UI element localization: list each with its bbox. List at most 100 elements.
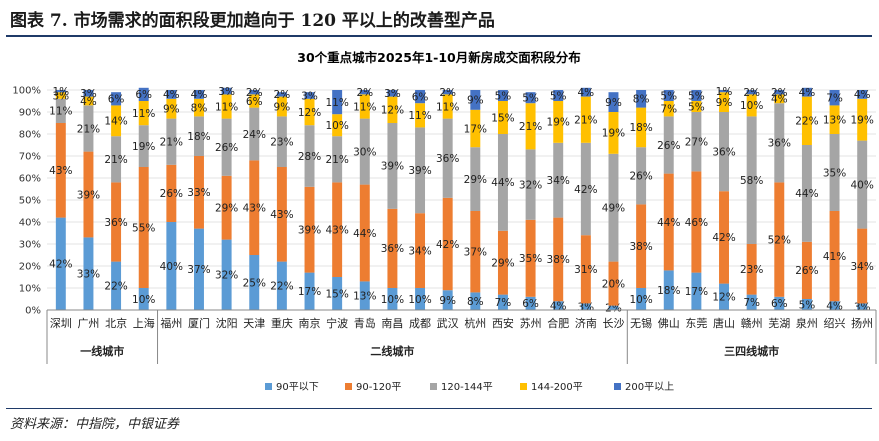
bar-segment — [691, 90, 702, 101]
data-label: 46% — [685, 217, 708, 229]
data-label: 26% — [629, 171, 652, 183]
data-label: 6% — [108, 94, 125, 106]
bar-segment — [719, 283, 729, 310]
bar-segment — [359, 184, 370, 282]
bar-segment — [415, 213, 426, 288]
bar-segment — [194, 156, 204, 229]
bar-segment — [166, 98, 177, 119]
data-label: 22% — [270, 281, 293, 293]
bar-segment — [857, 140, 868, 229]
data-label: 43% — [270, 209, 293, 221]
data-label: 58% — [740, 175, 763, 187]
bar-segment — [276, 116, 287, 167]
data-label: 11% — [132, 108, 155, 120]
legend-swatch — [265, 383, 272, 390]
y-tick-label: 60% — [19, 174, 41, 185]
bar-segment — [304, 98, 315, 126]
data-label: 4% — [163, 89, 180, 101]
y-tick-label: 20% — [19, 262, 41, 273]
data-label: 36% — [381, 243, 404, 255]
x-tick-label: 沈阳 — [216, 316, 238, 330]
data-label: 22% — [795, 116, 818, 128]
data-label: 26% — [215, 142, 238, 154]
bar-segment — [276, 167, 287, 262]
bar-segment — [55, 217, 66, 310]
x-tick-label: 武汉 — [437, 317, 459, 330]
y-tick-label: 100% — [12, 86, 41, 97]
data-label: 19% — [547, 117, 570, 129]
data-label: 35% — [519, 253, 542, 265]
bar-segment — [304, 125, 315, 187]
data-label: 29% — [464, 174, 487, 186]
bar-segment — [553, 90, 564, 101]
data-label: 37% — [187, 264, 210, 276]
data-label: 21% — [519, 121, 542, 133]
bar-segment — [332, 114, 343, 137]
bar-segment — [276, 261, 287, 310]
data-label: 33% — [77, 269, 100, 281]
bar-segment — [801, 299, 812, 310]
data-label: 43% — [243, 203, 266, 215]
chart-title: 30个重点城市2025年1-10月新房成交面积段分布 — [297, 50, 581, 65]
data-label: 9% — [605, 97, 622, 109]
data-label: 15% — [325, 288, 348, 300]
bar-segment — [470, 211, 481, 293]
data-label: 49% — [602, 203, 625, 215]
x-tick-label: 南京 — [299, 316, 321, 330]
bar-segment — [746, 90, 757, 95]
data-label: 21% — [574, 115, 597, 127]
data-label: 6% — [522, 298, 539, 310]
data-label: 13% — [353, 291, 376, 303]
data-label: 35% — [823, 167, 846, 179]
bar-segment — [304, 92, 315, 99]
bar-segment — [580, 303, 591, 310]
data-label: 5% — [660, 90, 677, 102]
bar-segment — [497, 230, 508, 295]
data-label: 32% — [519, 179, 542, 191]
bar-segment — [829, 211, 840, 302]
bar-segment — [415, 127, 426, 214]
bar-segment — [470, 109, 481, 148]
bar-segment — [746, 294, 757, 310]
bar-segment — [442, 290, 453, 310]
data-label: 21% — [160, 137, 183, 149]
data-label: 31% — [574, 264, 597, 276]
bar-segment — [746, 94, 757, 117]
data-label: 3% — [52, 90, 69, 102]
data-label: 17% — [464, 123, 487, 135]
x-tick-label: 合肥 — [547, 316, 569, 330]
bar-segment — [691, 112, 702, 172]
data-label: 4% — [826, 300, 843, 312]
bar-segment — [719, 90, 729, 93]
data-label: 43% — [325, 225, 348, 237]
data-label: 4% — [854, 89, 871, 101]
data-label: 38% — [629, 241, 652, 253]
data-label: 21% — [325, 154, 348, 166]
bar-segment — [608, 261, 619, 306]
source-divider — [6, 408, 872, 409]
bar-segment — [608, 305, 619, 310]
data-label: 18% — [187, 131, 210, 143]
data-label: 19% — [851, 115, 874, 127]
y-tick-label: 40% — [19, 218, 41, 229]
x-tick-label: 赣州 — [741, 316, 763, 330]
bar-segment — [442, 118, 453, 198]
data-label: 4% — [80, 96, 97, 108]
bar-segment — [138, 167, 149, 288]
data-label: 14% — [104, 116, 127, 128]
bar-segment — [829, 105, 840, 134]
bar-segment — [829, 134, 840, 211]
data-label: 13% — [823, 115, 846, 127]
bar-segment — [221, 87, 232, 95]
data-label: 39% — [77, 189, 100, 201]
data-label: 9% — [163, 104, 180, 116]
data-label: 7% — [495, 297, 512, 309]
data-label: 42% — [436, 239, 459, 251]
bar-segment — [332, 277, 343, 310]
bar-segment — [691, 171, 702, 273]
bar-segment — [746, 116, 757, 244]
data-label: 40% — [851, 179, 874, 191]
data-label: 5% — [688, 101, 705, 113]
bar-segment — [719, 92, 729, 112]
bar-segment — [580, 142, 591, 236]
